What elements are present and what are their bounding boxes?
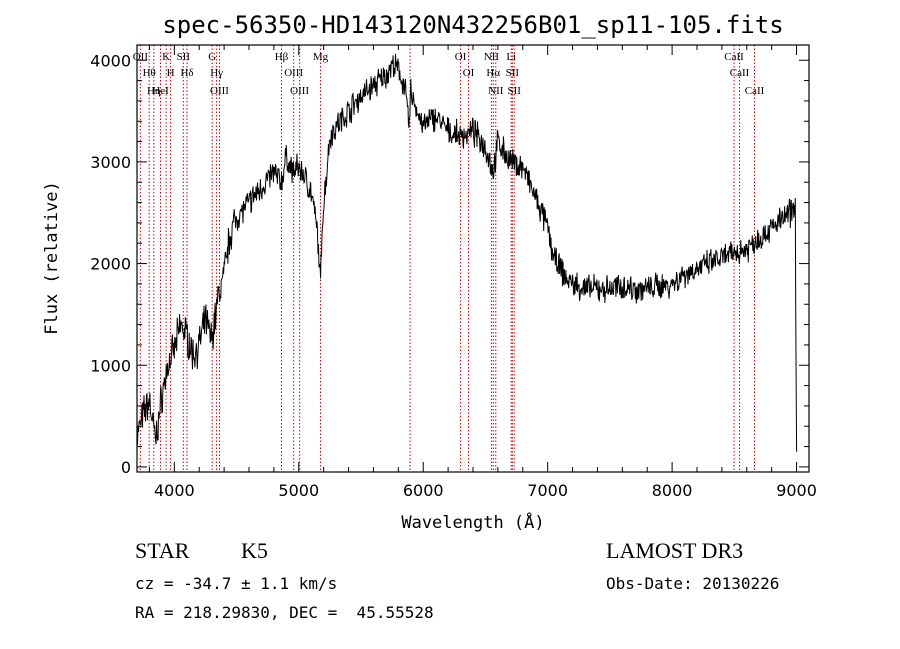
line-marker-label: SII [507, 85, 521, 97]
observation-date: Obs-Date: 20130226 [606, 574, 780, 593]
line-marker-label: G [208, 51, 216, 63]
x-axis-label: Wavelength (Å) [401, 511, 544, 533]
chart-title: spec-56350-HD143120N432256B01_sp11-105.f… [162, 11, 783, 39]
line-marker-label: OIII [290, 85, 309, 97]
line-marker-label: Hδ [180, 67, 193, 79]
line-marker-label: Hη [147, 85, 161, 97]
line-marker-label: HeI [152, 85, 169, 97]
line-marker-label: Hθ [143, 67, 156, 79]
spectrum-line [136, 53, 798, 452]
x-tick-label: 6000 [403, 481, 444, 500]
line-marker-label: H [167, 67, 175, 79]
line-marker-label: CaII [724, 51, 744, 63]
spectral-subclass: K5 [241, 538, 268, 563]
y-axis-ticks: 0 1000 2000 3000 4000 [90, 51, 809, 477]
spectrum-series [136, 53, 798, 452]
y-tick-label: 4000 [90, 51, 131, 70]
line-marker-label: K [162, 51, 170, 63]
line-marker-label: Mg [313, 51, 329, 63]
line-marker-label: CaII [730, 67, 750, 79]
x-tick-label: 7000 [527, 481, 568, 500]
redshift-value: cz = -34.7 ± 1.1 km/s [135, 574, 338, 593]
line-marker-label: OII [133, 51, 149, 63]
object-class: STAR [135, 538, 190, 563]
line-marker-label: SII [177, 51, 191, 63]
line-marker-label: OI [463, 67, 475, 79]
plot-frame [136, 44, 810, 473]
line-marker-label: CaII [745, 85, 765, 97]
line-marker-label: NII [484, 51, 500, 63]
x-tick-label: 9000 [776, 481, 817, 500]
line-marker-label: NII [488, 85, 504, 97]
y-axis-label: Flux (relative) [42, 181, 62, 335]
survey-name: LAMOST DR3 [606, 538, 744, 563]
y-tick-label: 1000 [90, 356, 131, 375]
x-tick-label: 4000 [154, 481, 195, 500]
x-tick-label: 5000 [278, 481, 319, 500]
line-marker-label: SII [506, 67, 520, 79]
line-marker-label: Hβ [275, 51, 289, 63]
coordinates: RA = 218.29830, DEC = 45.55528 [135, 603, 434, 622]
line-marker-label: OIII [210, 85, 229, 97]
x-tick-label: 8000 [652, 481, 693, 500]
line-marker-label: Li [506, 51, 516, 63]
y-tick-label: 3000 [90, 153, 131, 172]
line-marker-label: Hα [486, 67, 500, 79]
line-marker-label: Hγ [210, 67, 223, 79]
x-axis-ticks: 4000 5000 6000 7000 8000 9000 [148, 45, 817, 500]
y-tick-label: 0 [121, 458, 131, 477]
line-marker-label: OIII [284, 67, 303, 79]
line-marker-label: OI [455, 51, 467, 63]
y-tick-label: 2000 [90, 255, 131, 274]
line-markers [139, 45, 755, 472]
